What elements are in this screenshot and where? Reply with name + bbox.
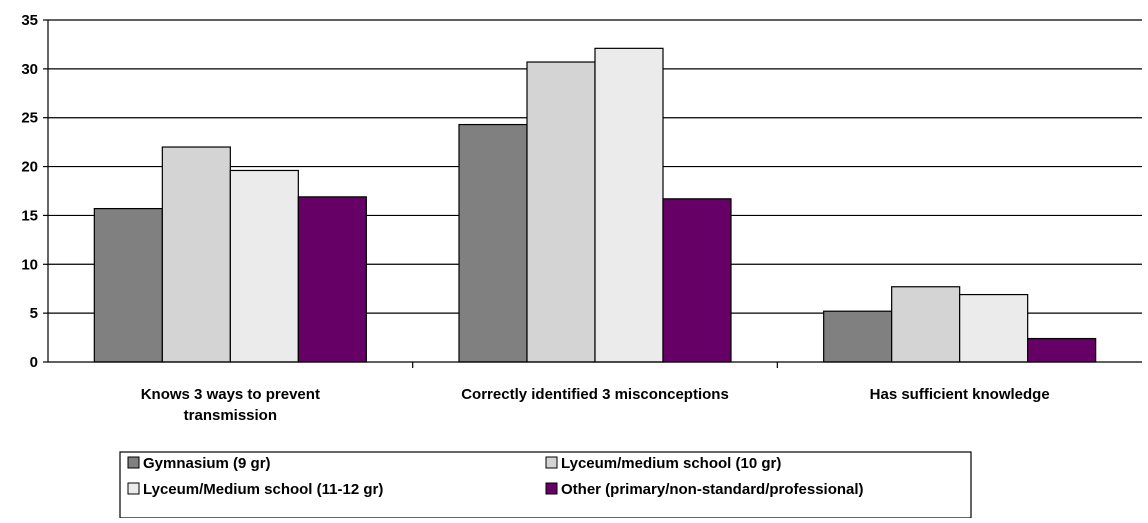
bar (458, 123, 528, 363)
y-tick-labels: 0 5 10 15 20 25 30 35 (21, 12, 38, 371)
bar (229, 169, 299, 363)
category-label: Knows 3 ways to prevent transmission (141, 386, 320, 424)
legend-label: Lyceum/Medium school (11-12 gr) (143, 481, 383, 498)
bar (526, 61, 596, 363)
legend-swatch (127, 482, 140, 495)
y-tick-label: 5 (30, 305, 38, 322)
legend-label: Other (primary/non-standard/professional… (561, 481, 864, 498)
bar (1027, 337, 1097, 363)
y-tick-label: 0 (30, 354, 38, 371)
legend-swatch (545, 456, 558, 469)
legend-swatch (545, 482, 558, 495)
legend-swatch (127, 456, 140, 469)
bar (891, 286, 961, 363)
bar (959, 293, 1029, 363)
bar (93, 207, 163, 363)
bars (93, 47, 1097, 363)
legend: Gymnasium (9 gr) Lyceum/medium school (10… (119, 451, 972, 519)
legend-label: Gymnasium (9 gr) (143, 455, 271, 472)
bar (823, 310, 893, 363)
y-tick-label: 25 (21, 110, 38, 127)
category-label: Has sufficient knowledge (870, 386, 1050, 403)
legend-label: Lyceum/medium school (10 gr) (561, 455, 781, 472)
y-tick-label: 20 (21, 159, 38, 176)
bar (297, 196, 367, 363)
y-tick-label: 10 (21, 256, 38, 273)
y-tick-label: 15 (21, 207, 38, 224)
bar (662, 198, 732, 363)
axes (43, 19, 1142, 368)
category-label: Correctly identified 3 misconceptions (461, 386, 729, 403)
y-tick-label: 35 (21, 12, 38, 29)
bar (594, 47, 664, 363)
category-labels: Knows 3 ways to prevent transmission Corre… (141, 386, 1050, 424)
bar (161, 146, 231, 363)
y-tick-label: 30 (21, 61, 38, 78)
